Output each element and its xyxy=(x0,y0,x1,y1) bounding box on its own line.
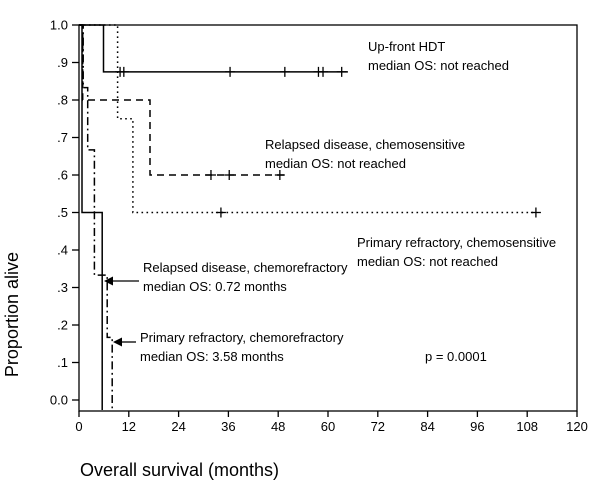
annotation-label-4: Relapsed disease, chemorefractory median … xyxy=(143,260,348,294)
x-tick-label: 108 xyxy=(516,419,538,434)
survival-curve-5 xyxy=(79,24,113,410)
x-axis-title: Overall survival (months) xyxy=(80,460,280,480)
y-tick-label: .1 xyxy=(57,355,68,370)
y-tick-label: .4 xyxy=(57,243,68,258)
y-tick-label: .9 xyxy=(57,55,68,70)
y-tick-label: .5 xyxy=(57,205,68,220)
x-tick-label: 96 xyxy=(470,419,484,434)
x-tick-label: 60 xyxy=(321,419,335,434)
annotation-label-6: p = 0.0001 xyxy=(425,349,487,364)
x-tick-label: 0 xyxy=(75,419,82,434)
x-tick-label: 24 xyxy=(171,419,185,434)
y-tick-label: .2 xyxy=(57,318,68,333)
y-tick-label: .7 xyxy=(57,130,68,145)
y-tick-label: .8 xyxy=(57,93,68,108)
y-tick-label: 0.0 xyxy=(50,393,68,408)
x-tick-label: 84 xyxy=(420,419,434,434)
y-axis-title: Proportion alive xyxy=(2,252,22,378)
survival-curve-1 xyxy=(79,24,348,73)
y-tick-label: .6 xyxy=(57,168,68,183)
y-tick-label: .3 xyxy=(57,280,68,295)
x-tick-label: 12 xyxy=(122,419,136,434)
x-tick-label: 72 xyxy=(371,419,385,434)
survival-curve-3 xyxy=(79,24,536,214)
x-tick-label: 48 xyxy=(271,419,285,434)
annotation-arrow-head xyxy=(104,276,113,286)
annotation-label-2: Relapsed disease, chemosensitive median O… xyxy=(265,137,465,171)
annotation-label-1: Up-front HDT median OS: not reached xyxy=(368,39,509,73)
annotation-arrow-head xyxy=(113,337,122,347)
y-tick-label: 1.0 xyxy=(50,18,68,33)
x-tick-label: 36 xyxy=(221,419,235,434)
annotation-label-5: Primary refractory, chemorefractory media… xyxy=(140,330,344,364)
x-tick-label: 120 xyxy=(566,419,588,434)
annotation-label-3: Primary refractory, chemosensitive median… xyxy=(357,235,556,269)
survival-curve-2 xyxy=(79,24,284,176)
